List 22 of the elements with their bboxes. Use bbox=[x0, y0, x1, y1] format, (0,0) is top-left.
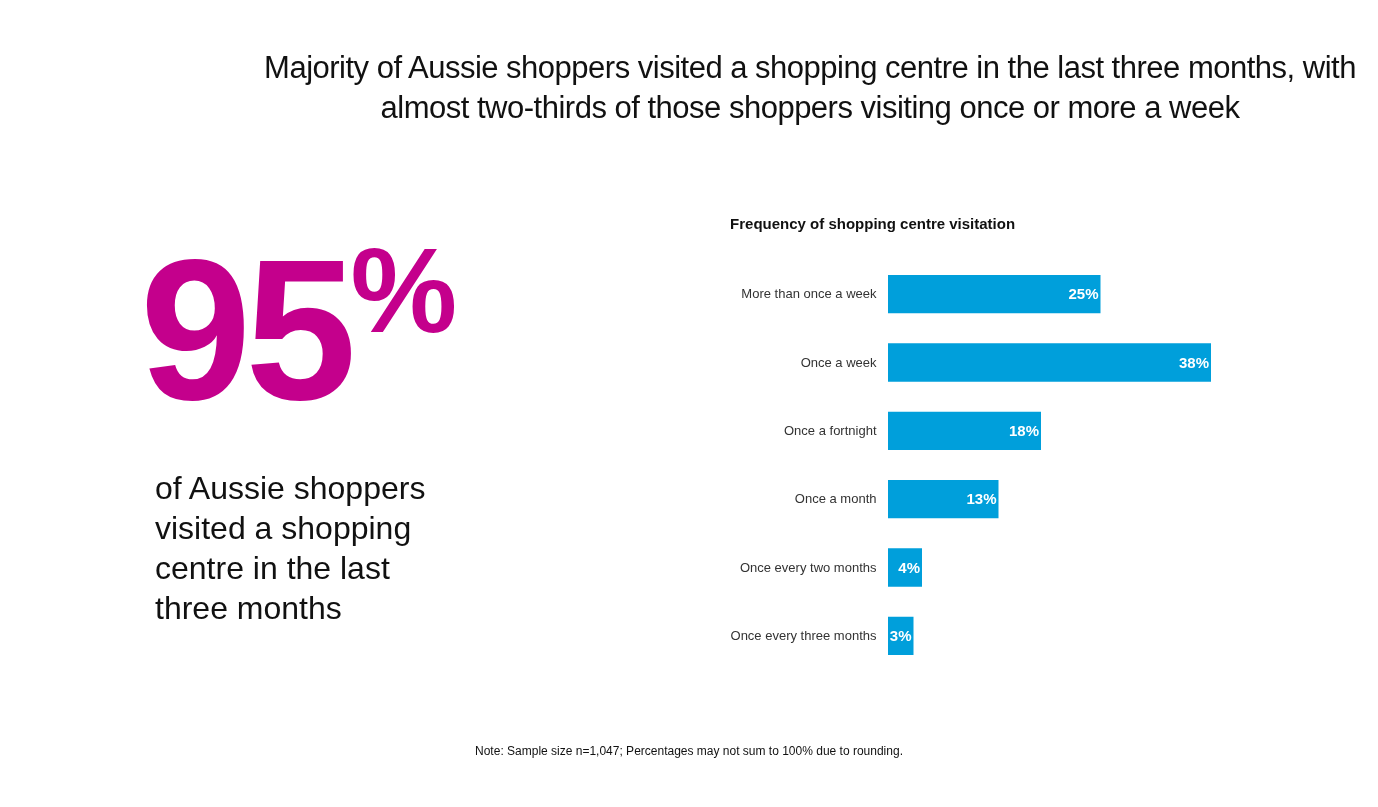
data-label: 18% bbox=[1008, 421, 1039, 439]
data-label: 38% bbox=[1178, 353, 1209, 371]
bar bbox=[888, 343, 1211, 382]
y-tick-label: Once every three months bbox=[730, 627, 877, 643]
y-tick-label: Once a month bbox=[794, 491, 877, 507]
data-label: 3% bbox=[889, 626, 912, 644]
text: 95% bbox=[140, 218, 452, 441]
y-tick-label: More than once a week bbox=[741, 286, 877, 302]
bar bbox=[888, 480, 999, 519]
chart-title: Frequency of shopping centre visitation bbox=[730, 215, 1016, 232]
bar bbox=[888, 411, 1041, 450]
text: of Aussie shoppers visited a shopping centre in the last three months bbox=[155, 469, 427, 628]
y-tick-label: Once a fortnight bbox=[784, 422, 877, 438]
bar bbox=[888, 275, 1101, 314]
text: Note: Sample size n=1,047; Percentages may not sum to 100% due to rounding. bbox=[474, 744, 904, 758]
y-tick-label: Once every two months bbox=[739, 559, 877, 575]
data-label: 4% bbox=[898, 558, 920, 576]
data-label: 13% bbox=[966, 490, 997, 508]
data-label: 25% bbox=[1068, 285, 1099, 303]
text: Majority of Aussie shoppers visited a shopping centre in the last three months, with almost two-thirds of those shoppers visiting once or more a week bbox=[263, 49, 1357, 127]
y-tick-label: Once a week bbox=[800, 354, 877, 370]
bar bbox=[888, 548, 922, 587]
